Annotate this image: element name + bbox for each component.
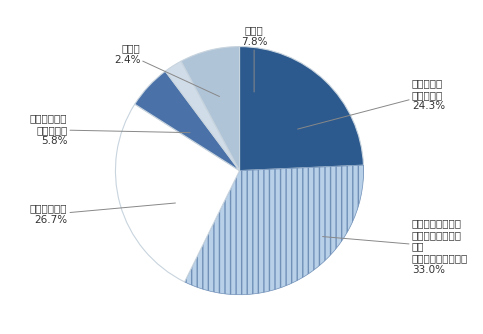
Text: 選手に対する
市民の応援
5.8%: 選手に対する 市民の応援 5.8% — [30, 113, 190, 146]
Wedge shape — [185, 165, 364, 295]
Text: 練習施設の
整備・充実
24.3%: 練習施設の 整備・充実 24.3% — [298, 78, 445, 129]
Wedge shape — [165, 61, 240, 171]
Text: 無回答
7.8%: 無回答 7.8% — [241, 26, 268, 92]
Text: 指導者の確保
26.7%: 指導者の確保 26.7% — [30, 203, 175, 225]
Wedge shape — [135, 71, 240, 171]
Wedge shape — [115, 104, 240, 282]
Text: 選手の合宿遠征や
大会参加に対する
支援
（強化費の補助等）
33.0%: 選手の合宿遠征や 大会参加に対する 支援 （強化費の補助等） 33.0% — [323, 218, 468, 275]
Wedge shape — [240, 46, 364, 171]
Wedge shape — [181, 46, 240, 171]
Text: その他
2.4%: その他 2.4% — [114, 43, 219, 97]
